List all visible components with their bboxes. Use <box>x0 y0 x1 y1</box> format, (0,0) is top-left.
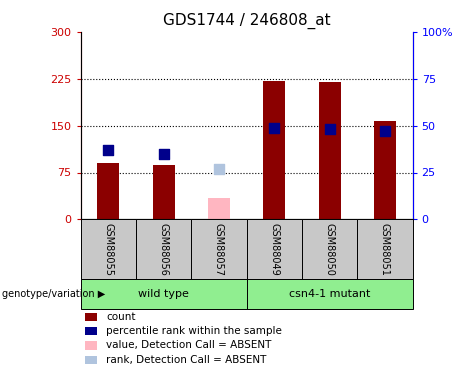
Text: count: count <box>106 312 136 322</box>
Text: wild type: wild type <box>138 290 189 299</box>
Text: GSM88051: GSM88051 <box>380 223 390 276</box>
Text: percentile rank within the sample: percentile rank within the sample <box>106 326 282 336</box>
Text: GSM88055: GSM88055 <box>103 223 113 276</box>
Text: GSM88049: GSM88049 <box>269 223 279 276</box>
Text: GSM88057: GSM88057 <box>214 223 224 276</box>
Text: genotype/variation ▶: genotype/variation ▶ <box>2 290 106 299</box>
Bar <box>153 165 175 219</box>
Bar <box>97 163 119 219</box>
Text: value, Detection Call = ABSENT: value, Detection Call = ABSENT <box>106 340 272 350</box>
Text: GSM88056: GSM88056 <box>159 223 169 276</box>
Bar <box>374 121 396 219</box>
Text: GSM88050: GSM88050 <box>325 223 335 276</box>
Text: GDS1744 / 246808_at: GDS1744 / 246808_at <box>163 13 331 29</box>
Point <box>326 126 333 132</box>
Bar <box>208 198 230 219</box>
Point <box>105 147 112 153</box>
Text: rank, Detection Call = ABSENT: rank, Detection Call = ABSENT <box>106 355 266 364</box>
Point <box>271 124 278 130</box>
Bar <box>319 82 341 219</box>
Point <box>160 151 167 157</box>
Text: csn4-1 mutant: csn4-1 mutant <box>289 290 370 299</box>
Point <box>215 166 223 172</box>
Bar <box>263 81 285 219</box>
Point <box>381 128 389 134</box>
